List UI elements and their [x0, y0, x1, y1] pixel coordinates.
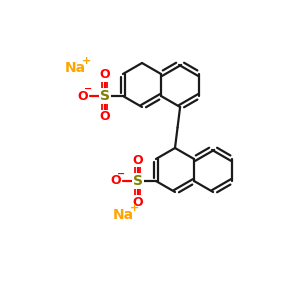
Text: O: O — [133, 196, 143, 208]
Text: O: O — [111, 175, 121, 188]
Text: O: O — [100, 68, 110, 82]
Text: Na: Na — [64, 61, 86, 75]
Text: −: − — [117, 169, 125, 179]
Text: +: + — [130, 203, 140, 213]
Text: +: + — [82, 56, 92, 66]
Text: O: O — [78, 89, 88, 103]
Text: S: S — [133, 174, 143, 188]
Text: S: S — [100, 89, 110, 103]
Text: Na: Na — [112, 208, 134, 222]
Text: O: O — [100, 110, 110, 124]
Text: O: O — [133, 154, 143, 166]
Text: −: − — [84, 84, 92, 94]
